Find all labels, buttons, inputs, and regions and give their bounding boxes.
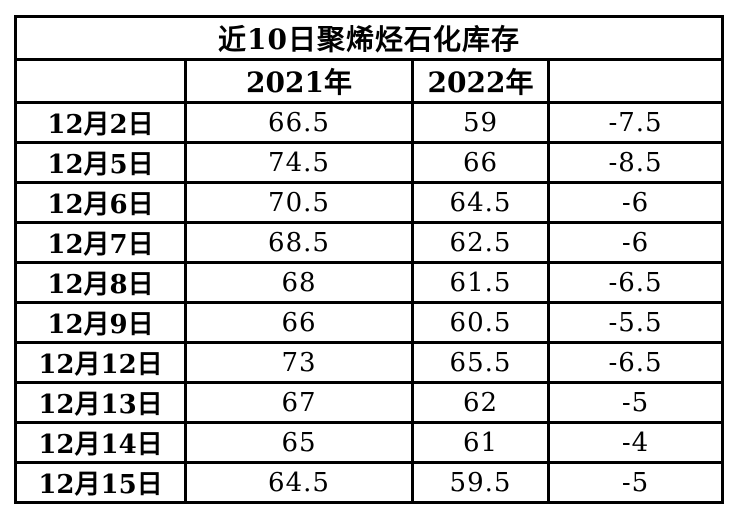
table-row: 12月6日 70.5 64.5 -6 [14, 181, 725, 224]
header-empty-left [14, 58, 187, 104]
date-cell: 12月14日 [14, 421, 187, 464]
value-cell: 66.5 [184, 101, 414, 144]
value-cell: -6 [546, 221, 725, 264]
date-cell: 12月13日 [14, 381, 187, 424]
table-title: 近10日聚烯烃石化库存 [13, 15, 725, 61]
value-cell: 70.5 [184, 181, 414, 224]
value-cell: -4 [546, 421, 725, 464]
table-row: 12月5日 74.5 66 -8.5 [14, 141, 725, 184]
value-cell: -7.5 [546, 101, 725, 144]
value-cell: 66 [184, 301, 414, 344]
table-row: 12月9日 66 60.5 -5.5 [14, 301, 725, 344]
value-cell: 67 [184, 381, 414, 424]
table-row: 12月7日 68.5 62.5 -6 [14, 221, 725, 264]
value-cell: 61.5 [411, 261, 550, 304]
value-cell: 61 [411, 421, 550, 464]
value-cell: 74.5 [184, 141, 414, 184]
title-row: 近10日聚烯烃石化库存 [13, 15, 725, 61]
table-row: 12月14日 65 61 -4 [14, 421, 725, 464]
value-cell: 73 [184, 341, 414, 384]
value-cell: -8.5 [546, 141, 725, 184]
table-row: 12月15日 64.5 59.5 -5 [14, 461, 725, 504]
value-cell: 62 [411, 381, 550, 424]
table-row: 12月12日 73 65.5 -6.5 [14, 341, 725, 384]
value-cell: 59.5 [411, 461, 550, 504]
date-cell: 12月2日 [14, 101, 187, 144]
value-cell: -5.5 [546, 301, 725, 344]
table-body: 12月2日 66.5 59 -7.5 12月5日 74.5 66 -8.5 12月6日 70.5 6… [14, 101, 725, 504]
header-empty-right [546, 58, 725, 104]
date-cell: 12月15日 [14, 461, 187, 504]
inventory-table: 近10日聚烯烃石化库存 2021年 2022年 12月2日 66.5 59 -7.5 1… [13, 15, 725, 504]
date-cell: 12月6日 [14, 181, 187, 224]
value-cell: -5 [546, 381, 725, 424]
value-cell: 64.5 [411, 181, 550, 224]
value-cell: 60.5 [411, 301, 550, 344]
value-cell: 59 [411, 101, 550, 144]
header-row: 2021年 2022年 [14, 58, 725, 104]
date-cell: 12月5日 [14, 141, 187, 184]
value-cell: 68.5 [184, 221, 414, 264]
value-cell: 68 [184, 261, 414, 304]
value-cell: 65 [184, 421, 414, 464]
value-cell: 64.5 [184, 461, 414, 504]
date-cell: 12月9日 [14, 301, 187, 344]
table-row: 12月13日 67 62 -5 [14, 381, 725, 424]
value-cell: 66 [411, 141, 550, 184]
value-cell: 65.5 [411, 341, 550, 384]
table-row: 12月2日 66.5 59 -7.5 [14, 101, 725, 144]
value-cell: -5 [546, 461, 725, 504]
date-cell: 12月12日 [14, 341, 187, 384]
table-row: 12月8日 68 61.5 -6.5 [14, 261, 725, 304]
header-2021: 2021年 [184, 58, 414, 104]
date-cell: 12月7日 [14, 221, 187, 264]
value-cell: -6.5 [546, 341, 725, 384]
header-2022: 2022年 [411, 58, 550, 104]
value-cell: -6 [546, 181, 725, 224]
value-cell: -6.5 [546, 261, 725, 304]
value-cell: 62.5 [411, 221, 550, 264]
date-cell: 12月8日 [14, 261, 187, 304]
